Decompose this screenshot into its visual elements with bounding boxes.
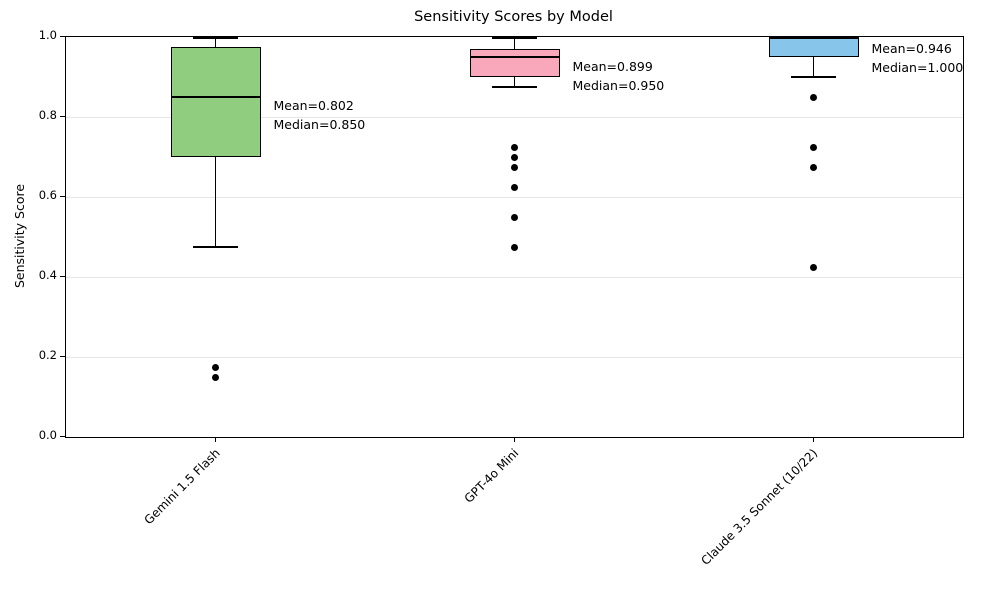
x-axis-tick [812, 437, 814, 442]
annotation-line: Mean=0.946 [871, 40, 952, 56]
x-axis-tick-label-claude-3-5-sonnet-10-22: Claude 3.5 Sonnet (10/22) [698, 446, 821, 568]
annotation-gpt-4o-mini: Mean=0.899 Median=0.950 [573, 57, 665, 95]
lower-whisker-gpt-4o-mini [513, 77, 516, 87]
lower-whisker-gemini-1-5-flash [214, 157, 217, 247]
outlier-point-claude-3-5-sonnet-10-22 [810, 263, 817, 271]
annotation-line: Median=0.950 [572, 78, 665, 94]
x-axis-tick-label-gemini-1-5-flash: Gemini 1.5 Flash [141, 446, 223, 528]
annotation-line: Mean=0.899 [572, 59, 653, 75]
upper-whisker-gemini-1-5-flash [214, 37, 217, 47]
chart-title: Sensitivity Scores by Model [414, 9, 613, 25]
upper-whisker-cap-gpt-4o-mini [492, 37, 537, 39]
gridline [66, 116, 963, 118]
lower-whisker-cap-gpt-4o-mini [492, 86, 537, 88]
annotation-line: Median=0.850 [273, 117, 366, 133]
box-gemini-1-5-flash [170, 47, 261, 157]
outlier-point-gpt-4o-mini [511, 183, 518, 191]
y-axis-tick-label: 1.0 [38, 28, 57, 42]
x-axis-tick [214, 437, 216, 442]
y-axis-tick [60, 116, 65, 117]
annotation-gemini-1-5-flash: Mean=0.802 Median=0.850 [274, 96, 366, 134]
outlier-point-gpt-4o-mini [511, 243, 518, 251]
gridline [66, 196, 963, 198]
lower-whisker-cap-claude-3-5-sonnet-10-22 [791, 76, 836, 78]
outlier-point-gemini-1-5-flash [212, 373, 219, 381]
x-axis-tick-label-gpt-4o-mini: GPT-4o Mini [461, 446, 522, 506]
y-axis-tick-label: 0.6 [38, 188, 57, 202]
outlier-point-gpt-4o-mini [511, 213, 518, 221]
plot-area [65, 36, 964, 438]
box-claude-3-5-sonnet-10-22 [768, 37, 859, 57]
y-axis-label: Sensitivity Score [12, 183, 27, 289]
y-axis-tick-label: 0.4 [38, 268, 57, 282]
outlier-point-claude-3-5-sonnet-10-22 [810, 163, 817, 171]
box-gpt-4o-mini [469, 49, 560, 77]
y-axis-tick [60, 436, 65, 437]
outlier-point-gpt-4o-mini [511, 163, 518, 171]
gridline [66, 276, 963, 278]
gridline [66, 356, 963, 358]
annotation-line: Median=1.000 [871, 59, 964, 75]
y-axis-tick [60, 356, 65, 357]
y-axis-tick [60, 36, 65, 37]
median-line-gemini-1-5-flash [170, 96, 261, 98]
median-line-claude-3-5-sonnet-10-22 [768, 37, 859, 39]
y-axis-tick-label: 0.8 [38, 108, 57, 122]
outlier-point-gpt-4o-mini [511, 143, 518, 151]
median-line-gpt-4o-mini [469, 56, 560, 58]
outlier-point-claude-3-5-sonnet-10-22 [810, 143, 817, 151]
outlier-point-gpt-4o-mini [511, 153, 518, 161]
upper-whisker-gpt-4o-mini [513, 37, 516, 49]
y-axis-tick-label: 0.0 [38, 428, 57, 442]
y-axis-tick [60, 196, 65, 197]
x-axis-tick [513, 437, 515, 442]
annotation-claude-3-5-sonnet-10-22: Mean=0.946 Median=1.000 [872, 39, 964, 77]
y-axis-tick-label: 0.2 [38, 348, 57, 362]
annotation-line: Mean=0.802 [273, 98, 354, 114]
lower-whisker-claude-3-5-sonnet-10-22 [812, 57, 815, 77]
outlier-point-claude-3-5-sonnet-10-22 [810, 93, 817, 101]
outlier-point-gemini-1-5-flash [212, 363, 219, 371]
y-axis-tick [60, 276, 65, 277]
lower-whisker-cap-gemini-1-5-flash [193, 246, 238, 248]
upper-whisker-cap-gemini-1-5-flash [193, 37, 238, 39]
